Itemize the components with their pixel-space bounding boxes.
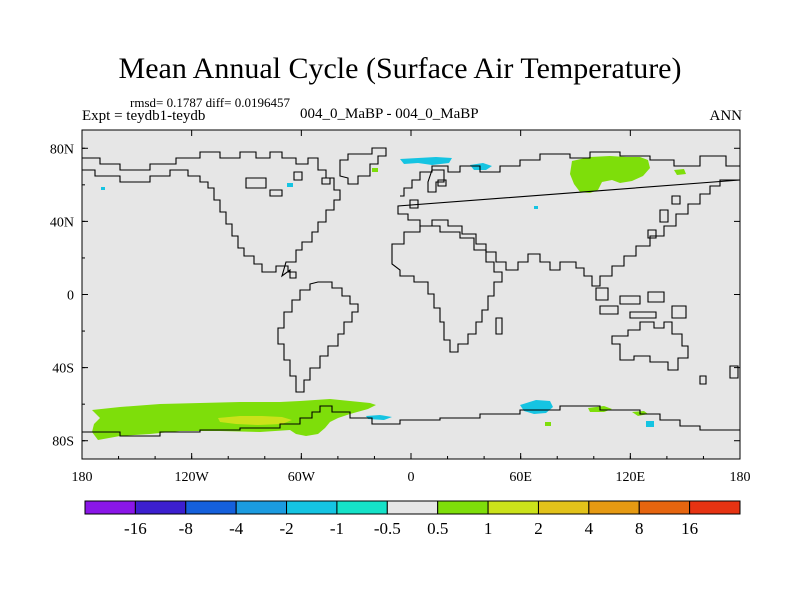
coast-madagascar	[495, 317, 503, 335]
colorbar-swatch	[286, 500, 338, 515]
anomaly-barents-cool	[400, 157, 452, 165]
colorbar-swatch	[638, 500, 691, 515]
map-plot-area	[81, 129, 741, 460]
anomaly-southern-ocean-cool-small-2	[646, 421, 654, 427]
colorbar-label: -4	[229, 519, 244, 538]
anomaly-siberia-warm-small	[674, 169, 686, 175]
colorbar-label: -16	[124, 519, 147, 538]
colorbar-swatch	[185, 500, 237, 515]
colorbar: -16 -8 -4 -2 -1 -0.5 0.5 1 2 4 8 16	[84, 500, 741, 538]
coast-north-america	[82, 151, 341, 279]
colorbar-swatch	[487, 500, 539, 515]
figure-title: Mean Annual Cycle (Surface Air Temperatu…	[118, 52, 682, 85]
colorbar-swatch	[437, 500, 489, 515]
coast-southeast-asia	[595, 287, 687, 319]
colorbar-swatch	[235, 500, 288, 515]
coast-japan	[647, 195, 681, 239]
coast-africa	[391, 225, 503, 353]
y-tick-label: 80N	[50, 142, 74, 157]
anomaly-antarctic-warm-core	[218, 416, 292, 425]
colorbar-label: -8	[179, 519, 193, 538]
colorbar-label: 4	[585, 519, 594, 538]
x-tick-label: 180	[730, 470, 751, 485]
x-tick-label: 180	[72, 470, 93, 485]
coast-eurasia	[397, 151, 741, 287]
experiment-label: Expt = teydb1-teydb	[82, 108, 206, 124]
y-tick-label: 40N	[50, 215, 74, 230]
season-label: ANN	[709, 108, 743, 124]
coastlines	[82, 147, 741, 437]
coast-arctic-islands	[245, 171, 331, 197]
colorbar-swatch	[537, 500, 590, 515]
colorbar-label: -2	[279, 519, 293, 538]
coast-europe-scandinavia	[409, 169, 447, 209]
anomaly-kara-cool	[470, 163, 492, 170]
colorbar-swatch	[588, 500, 640, 515]
coast-australia	[611, 321, 689, 371]
anomaly-spot-1	[287, 183, 293, 187]
anomaly-spot-3	[372, 168, 378, 172]
colorbar-label: 16	[681, 519, 698, 538]
colorbar-swatch	[689, 500, 741, 515]
x-tick-label: 60E	[509, 470, 532, 485]
anomaly-siberia-warm	[570, 156, 650, 193]
anomaly-spot-4	[534, 206, 538, 209]
x-tick-label: 60W	[288, 470, 316, 485]
colorbar-label: 0.5	[427, 519, 448, 538]
coast-antarctica	[82, 405, 740, 437]
anomaly-south-indian-warm-3	[545, 422, 551, 426]
coast-new-zealand	[699, 365, 739, 385]
case-subtitle: 004_0_MaBP - 004_0_MaBP	[300, 106, 479, 122]
stats-text: rmsd= 0.1787 diff= 0.0196457	[130, 95, 290, 110]
colorbar-label: 8	[635, 519, 644, 538]
colorbar-swatch	[386, 500, 439, 515]
colorbar-label: -1	[330, 519, 344, 538]
colorbar-label: 1	[484, 519, 493, 538]
x-tick-label: 120E	[616, 470, 646, 485]
anomaly-spot-2	[101, 187, 105, 190]
colorbar-label: 2	[534, 519, 543, 538]
x-tick-label: 0	[408, 470, 415, 485]
coast-south-america	[277, 281, 359, 393]
coast-greenland	[339, 147, 387, 185]
y-tick-label: 40S	[52, 362, 74, 377]
y-tick-label: 80S	[52, 435, 74, 450]
colorbar-swatch	[336, 500, 388, 515]
colorbar-label: -0.5	[374, 519, 401, 538]
x-tick-label: 120W	[175, 470, 210, 485]
y-tick-label: 0	[67, 289, 74, 304]
colorbar-swatch	[134, 500, 187, 515]
colorbar-swatch	[84, 500, 136, 515]
map-axes: 180 120W 60W 0 60E 120E 180 80N 40N 0 40S 80S	[50, 130, 751, 485]
